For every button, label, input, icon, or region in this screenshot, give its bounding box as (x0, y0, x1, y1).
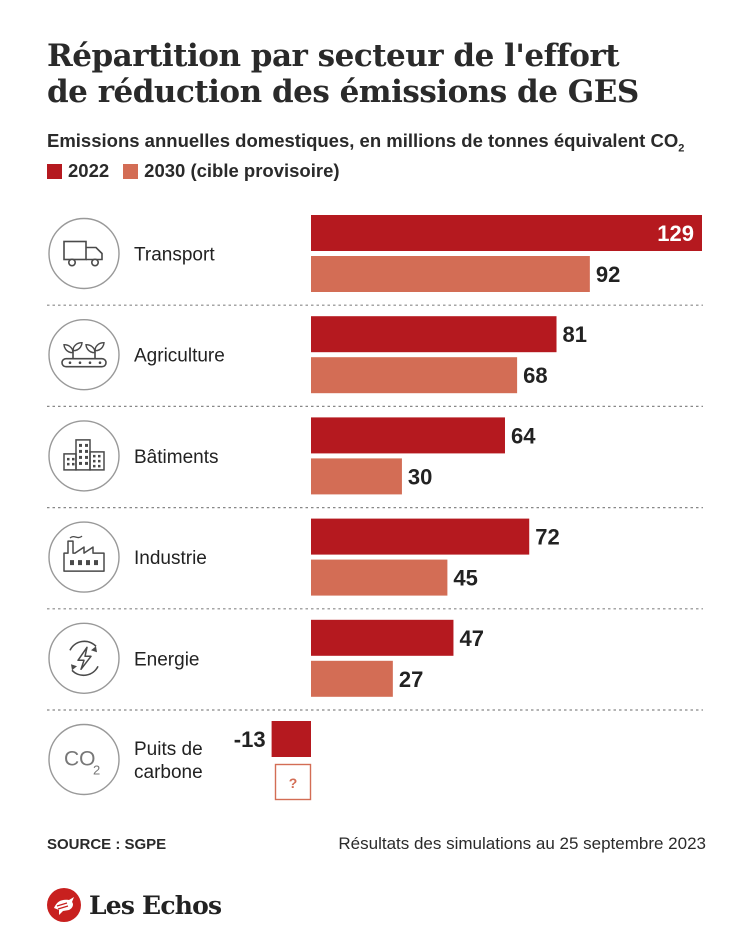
legend: 2022 2030 (cible provisoire) (47, 160, 354, 182)
category-row: Bâtiments 64 30 (48, 417, 536, 495)
bar-value-label: 68 (523, 363, 547, 388)
legend-item-2030: 2030 (cible provisoire) (123, 160, 340, 182)
bar-value-label: 81 (563, 322, 587, 347)
bar-value-label: 72 (535, 525, 559, 550)
bar-2022 (311, 518, 530, 555)
co2-icon-subscript: 2 (93, 763, 100, 778)
bar-value-label: 92 (596, 262, 620, 287)
logo-text: Les Echos (89, 890, 222, 920)
subtitle-subscript: 2 (678, 142, 685, 155)
category-row: Energie 47 27 (48, 619, 484, 697)
bar-value-label: ? (289, 775, 298, 791)
chart-title: Répartition par secteur de l'effort de r… (47, 38, 727, 110)
bar-2030 (311, 357, 518, 394)
title-line-1: Répartition par secteur de l'effort (47, 38, 620, 74)
co2-icon-text: CO (64, 748, 96, 771)
factory-icon (48, 521, 120, 593)
bar-2022 (311, 417, 505, 454)
bar-2030-unknown (274, 763, 312, 801)
category-row: CO2 Puits de carbone -13? (48, 721, 312, 801)
bar-value-label: 30 (408, 464, 432, 489)
category-row: Agriculture 81 68 (48, 316, 587, 394)
source-text: SOURCE : SGPE (47, 836, 167, 853)
bar-value-label: 47 (459, 626, 483, 651)
bar-value-label: 64 (511, 423, 536, 448)
category-label: Industrie (134, 548, 207, 569)
category-label: Puits de carbone (134, 739, 203, 783)
bar-value-label: -13 (234, 727, 266, 752)
chart-subtitle: Emissions annuelles domestiques, en mill… (47, 130, 684, 155)
bar-2030 (311, 256, 590, 292)
legend-swatch-2030 (123, 163, 139, 179)
category-row: Industrie 72 45 (48, 518, 560, 596)
category-label: Agriculture (134, 346, 225, 367)
legend-item-2022: 2022 (47, 160, 109, 182)
co2-icon: CO2 (48, 723, 120, 796)
bar-chart: Transport 129 92 Agriculture 81 68 Bâtiments 64… (47, 215, 703, 801)
truck-icon (48, 217, 120, 290)
category-label: Bâtiments (134, 447, 218, 468)
les-echos-logo: Les Echos (47, 888, 222, 922)
buildings-icon (48, 420, 120, 492)
plants-icon (48, 318, 120, 391)
category-label: Transport (134, 245, 215, 266)
bar-2022 (271, 721, 311, 757)
date-note: Résultats des simulations au 25 septembr… (338, 834, 706, 853)
title-line-2: de réduction des émissions de GES (47, 74, 639, 110)
legend-label-2030: 2030 (cible provisoire) (144, 160, 340, 181)
category-label: Energie (134, 649, 200, 670)
bar-2022 (311, 316, 557, 353)
legend-swatch-2022 (47, 163, 62, 179)
bar-2030 (311, 458, 402, 495)
bar-2030 (311, 559, 448, 596)
subtitle-text: Emissions annuelles domestiques, en mill… (47, 130, 679, 151)
category-row: Transport 129 92 (48, 215, 702, 292)
bar-2022 (311, 215, 702, 251)
energy-icon (48, 622, 120, 694)
legend-label-2022: 2022 (68, 160, 110, 181)
bar-2022 (311, 619, 454, 656)
bar-value-label: 27 (399, 667, 423, 692)
logo-emblem-icon (47, 888, 81, 922)
bar-value-label: 45 (453, 566, 477, 591)
bar-2030 (311, 660, 393, 697)
bar-value-label: 129 (657, 221, 694, 246)
